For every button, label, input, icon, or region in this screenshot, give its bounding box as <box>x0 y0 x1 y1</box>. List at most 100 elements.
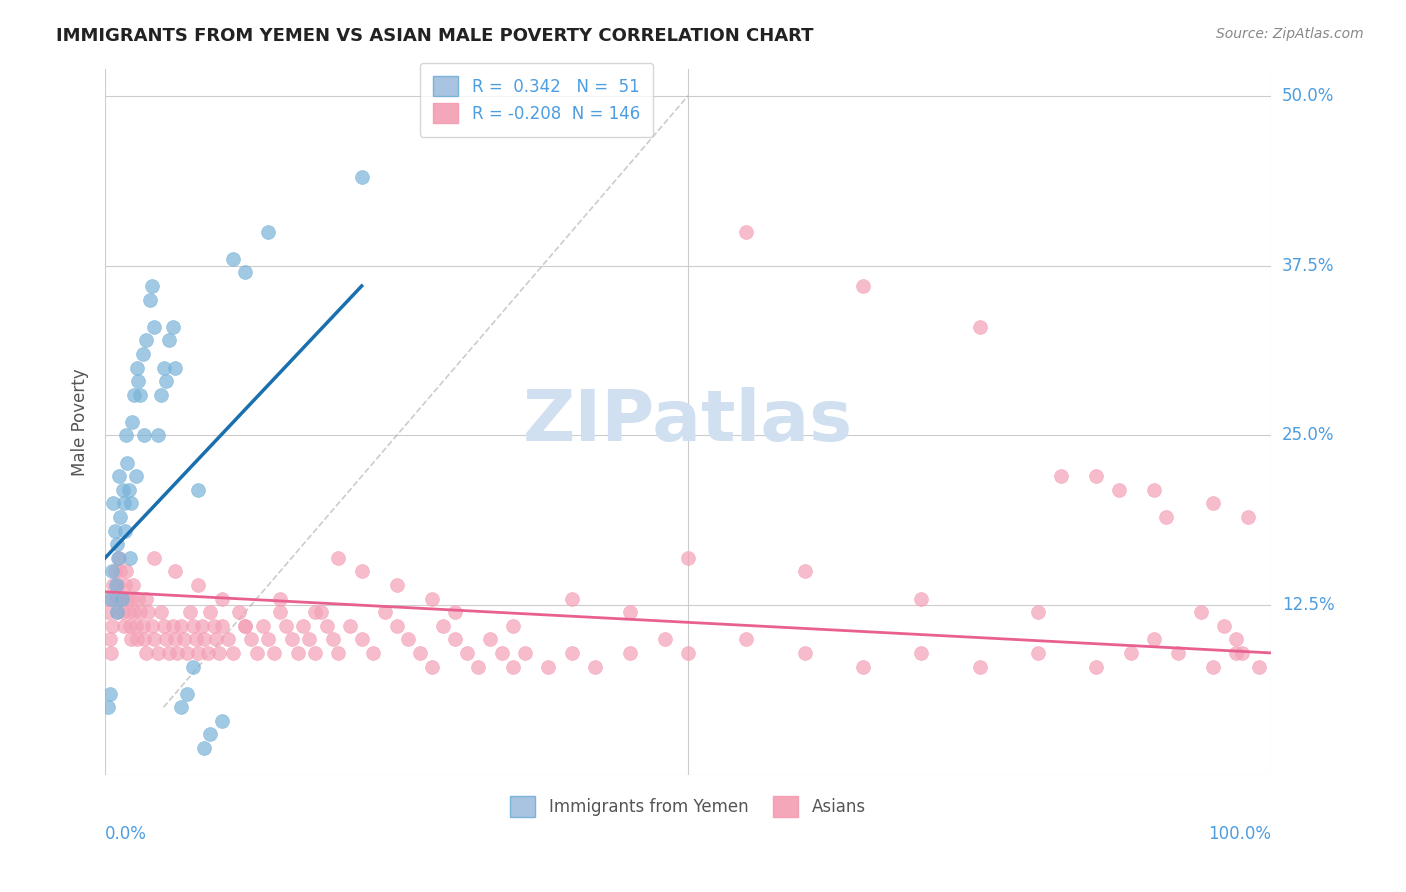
Point <box>239 632 262 647</box>
Point <box>127 374 149 388</box>
Point <box>315 619 337 633</box>
Point <box>103 578 125 592</box>
Point <box>1108 483 1130 497</box>
Point <box>1213 619 1236 633</box>
Point <box>105 605 128 619</box>
Point <box>619 646 641 660</box>
Point <box>969 319 991 334</box>
Point <box>1236 510 1258 524</box>
Point <box>107 578 129 592</box>
Point <box>969 659 991 673</box>
Point <box>143 550 166 565</box>
Point <box>131 347 153 361</box>
Point <box>292 619 315 633</box>
Point <box>155 374 177 388</box>
Point <box>676 646 699 660</box>
Point <box>150 387 173 401</box>
Point <box>1085 659 1108 673</box>
Point <box>198 727 221 741</box>
Point <box>181 619 204 633</box>
Point <box>793 646 815 660</box>
Point <box>162 619 184 633</box>
Point <box>96 605 118 619</box>
Point <box>112 619 135 633</box>
Point <box>146 646 169 660</box>
Point <box>228 605 250 619</box>
Point <box>852 659 875 673</box>
Point <box>108 469 131 483</box>
Text: 50.0%: 50.0% <box>1282 87 1334 104</box>
Point <box>560 646 582 660</box>
Point <box>910 591 932 606</box>
Point <box>269 605 291 619</box>
Point <box>502 659 524 673</box>
Point <box>115 565 138 579</box>
Point <box>176 646 198 660</box>
Point <box>350 170 373 185</box>
Point <box>155 632 177 647</box>
Point <box>186 632 208 647</box>
Point <box>309 605 332 619</box>
Point <box>385 619 408 633</box>
Point <box>420 591 443 606</box>
Point <box>502 619 524 633</box>
Point <box>409 646 432 660</box>
Point <box>257 632 280 647</box>
Point <box>107 550 129 565</box>
Point <box>135 646 157 660</box>
Point <box>339 619 361 633</box>
Point <box>105 605 128 619</box>
Point <box>141 279 163 293</box>
Point <box>257 225 280 239</box>
Point <box>143 319 166 334</box>
Point <box>125 360 148 375</box>
Point <box>910 646 932 660</box>
Point <box>129 387 152 401</box>
Point <box>152 360 174 375</box>
Point <box>467 659 489 673</box>
Point <box>1249 659 1271 673</box>
Point <box>165 565 187 579</box>
Point <box>114 524 136 538</box>
Point <box>304 646 326 660</box>
Point <box>103 524 125 538</box>
Point <box>1225 646 1247 660</box>
Point <box>263 646 285 660</box>
Point <box>233 619 256 633</box>
Point <box>1026 646 1049 660</box>
Y-axis label: Male Poverty: Male Poverty <box>72 368 89 475</box>
Point <box>98 632 121 647</box>
Point <box>110 565 132 579</box>
Point <box>222 252 245 266</box>
Point <box>583 659 606 673</box>
Text: 100.0%: 100.0% <box>1208 825 1271 843</box>
Point <box>202 619 225 633</box>
Point <box>298 632 321 647</box>
Point <box>120 632 142 647</box>
Point <box>132 428 155 442</box>
Point <box>97 591 120 606</box>
Point <box>328 550 350 565</box>
Point <box>111 483 134 497</box>
Point <box>98 687 121 701</box>
Point <box>187 646 209 660</box>
Point <box>152 619 174 633</box>
Point <box>537 659 560 673</box>
Point <box>121 415 143 429</box>
Point <box>143 632 166 647</box>
Point <box>131 619 153 633</box>
Point <box>117 591 139 606</box>
Point <box>654 632 676 647</box>
Point <box>222 646 245 660</box>
Point <box>432 619 454 633</box>
Point <box>1119 646 1142 660</box>
Point <box>205 632 228 647</box>
Point <box>1189 605 1212 619</box>
Point <box>197 646 219 660</box>
Point <box>211 591 233 606</box>
Point <box>478 632 501 647</box>
Text: ZIPatlas: ZIPatlas <box>523 387 853 457</box>
Point <box>187 578 209 592</box>
Point <box>100 591 122 606</box>
Point <box>112 496 135 510</box>
